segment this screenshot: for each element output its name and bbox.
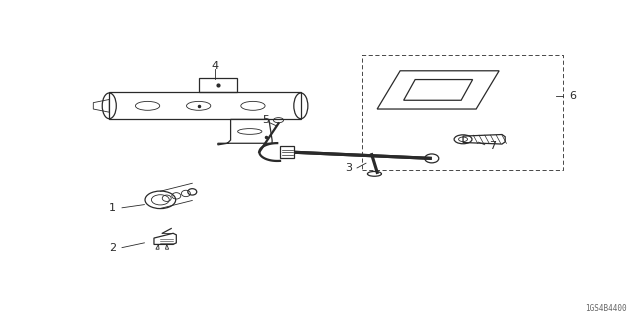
Text: 3: 3 (345, 163, 352, 173)
Text: 6: 6 (569, 91, 576, 101)
Text: 5: 5 (262, 115, 269, 125)
Text: 1GS4B4400: 1GS4B4400 (585, 304, 627, 313)
Text: 2: 2 (109, 243, 116, 252)
Text: 7: 7 (489, 141, 496, 151)
Text: 1: 1 (109, 203, 116, 213)
Text: 4: 4 (211, 61, 218, 71)
